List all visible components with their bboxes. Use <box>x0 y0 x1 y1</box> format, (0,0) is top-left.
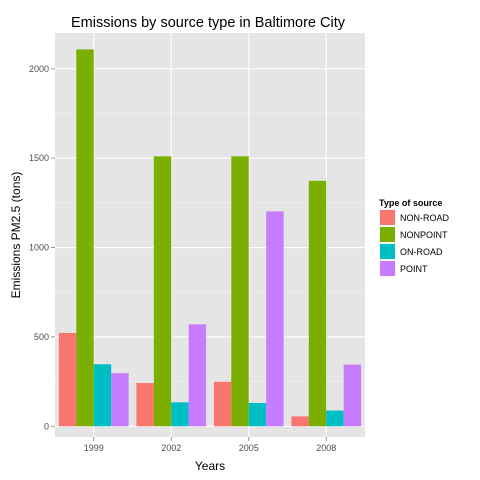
legend-swatch <box>380 210 395 225</box>
legend-swatch <box>380 244 395 259</box>
y-tick-label: 500 <box>34 332 49 342</box>
bar-non-road-2005 <box>213 381 232 427</box>
legend-label: POINT <box>400 264 428 274</box>
y-tick-label: 2000 <box>29 64 49 74</box>
bar-on-road-2002 <box>171 402 189 427</box>
bar-nonpoint-2005 <box>231 156 249 427</box>
bar-non-road-2008 <box>291 416 309 427</box>
y-tick-label: 1000 <box>29 243 49 253</box>
legend-label: ON-ROAD <box>400 247 443 257</box>
bar-non-road-1999 <box>58 332 77 427</box>
y-axis-title: Emissions PM2.5 (tons) <box>9 172 23 299</box>
legend: Type of source NON-ROAD NONPOINT ON-ROAD PO… <box>378 198 449 278</box>
chart-title: Emissions by source type in Baltimore Ci… <box>71 15 346 31</box>
bars <box>58 49 362 427</box>
legend-title: Type of source <box>379 198 442 208</box>
legend-label: NONPOINT <box>400 230 448 240</box>
legend-items: NON-ROAD NONPOINT ON-ROAD POINT <box>378 208 449 278</box>
bar-point-2005 <box>266 211 284 427</box>
plot-panel <box>55 33 365 437</box>
y-tick-label: 1500 <box>29 153 49 163</box>
x-tick-label: 2008 <box>316 443 336 453</box>
bar-point-1999 <box>111 373 129 427</box>
legend-swatch <box>380 227 395 242</box>
legend-swatch <box>380 261 395 276</box>
bar-point-2008 <box>343 364 362 427</box>
x-axis: 1999 2002 2005 2008 <box>84 437 336 453</box>
x-tick-label: 2002 <box>161 443 181 453</box>
bar-point-2002 <box>188 324 207 427</box>
bar-nonpoint-2002 <box>153 156 172 427</box>
x-tick-label: 2005 <box>239 443 259 453</box>
bar-on-road-1999 <box>93 364 112 427</box>
bar-on-road-2008 <box>326 410 344 427</box>
bar-nonpoint-2008 <box>308 180 327 427</box>
x-axis-title: Years <box>195 459 225 473</box>
y-axis: 0 500 1000 1500 2000 <box>29 64 55 431</box>
bar-nonpoint-1999 <box>76 49 94 427</box>
bar-non-road-2002 <box>136 383 154 427</box>
bar-on-road-2005 <box>248 403 267 427</box>
x-tick-label: 1999 <box>84 443 104 453</box>
legend-label: NON-ROAD <box>400 213 449 223</box>
y-tick-label: 0 <box>44 421 49 431</box>
